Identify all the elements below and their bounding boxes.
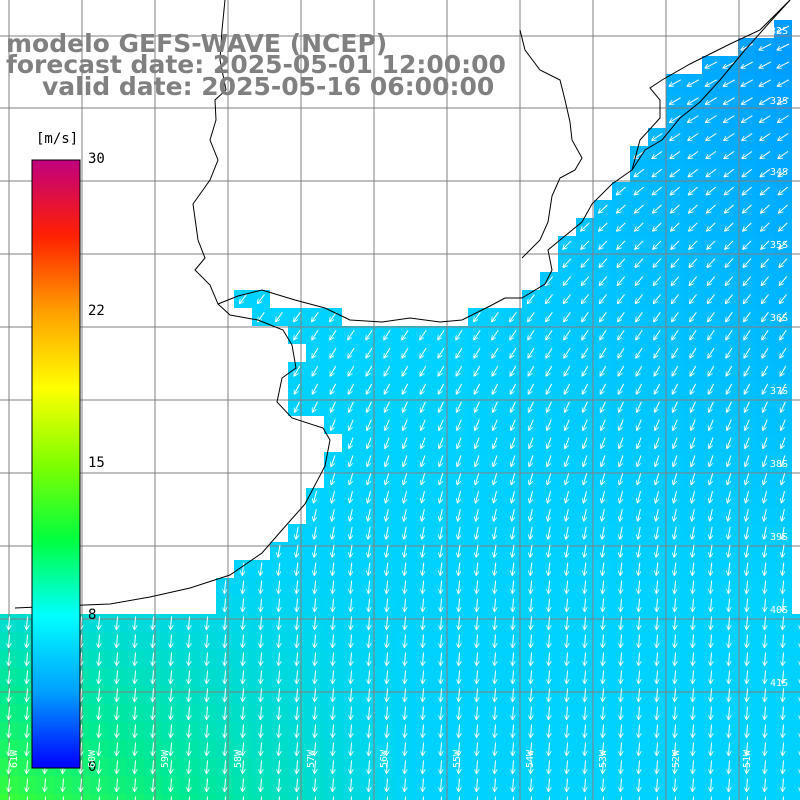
wind-speed-cell — [792, 704, 800, 722]
longitude-label: 58W — [233, 749, 244, 768]
longitude-label: 55W — [452, 749, 463, 768]
longitude-label: 51W — [742, 749, 753, 768]
latitude-label: 32S — [770, 26, 789, 37]
latitude-label: 33S — [770, 96, 789, 107]
wind-speed-cell — [792, 650, 800, 668]
longitude-label: 54W — [525, 749, 536, 768]
colorbar-tick-label: 30 — [88, 151, 105, 167]
wind-speed-cell — [792, 614, 800, 632]
latitude-label: 39S — [770, 532, 789, 543]
wind-speed-cell — [792, 740, 800, 758]
wind-speed-cell — [792, 758, 800, 776]
longitude-label: 53W — [598, 749, 609, 768]
longitude-label: 60W — [87, 749, 98, 768]
wind-speed-cell — [792, 776, 800, 794]
colorbar-tick-label: 22 — [88, 303, 105, 319]
wind-speed-field — [0, 20, 800, 800]
latitude-label: 34S — [770, 167, 789, 178]
wind-speed-cell — [792, 794, 800, 800]
coastline — [519, 29, 583, 259]
longitude-label: 56W — [379, 749, 390, 768]
colorbar-unit-label: [m/s] — [36, 131, 79, 147]
valid-date: valid date: 2025-05-16 06:00:00 — [42, 72, 495, 101]
wind-speed-cell — [792, 686, 800, 704]
colorbar-tick-label: 8 — [88, 607, 97, 623]
latitude-label: 37S — [770, 386, 789, 397]
latitude-label: 40S — [770, 605, 789, 616]
wind-speed-cell — [792, 722, 800, 740]
longitude-label: 52W — [671, 749, 682, 768]
colorbar-tick-label: 15 — [88, 455, 105, 471]
wind-speed-cell — [792, 632, 800, 650]
latitude-label: 35S — [770, 240, 789, 251]
longitude-label: 57W — [306, 749, 317, 768]
colorbar — [31, 159, 81, 769]
latitude-label: 41S — [770, 678, 789, 689]
latitude-label: 36S — [770, 313, 789, 324]
longitude-label: 59W — [160, 749, 171, 768]
latitude-label: 38S — [770, 459, 789, 470]
longitude-label: 61W — [9, 749, 20, 768]
wind-speed-cell — [792, 668, 800, 686]
